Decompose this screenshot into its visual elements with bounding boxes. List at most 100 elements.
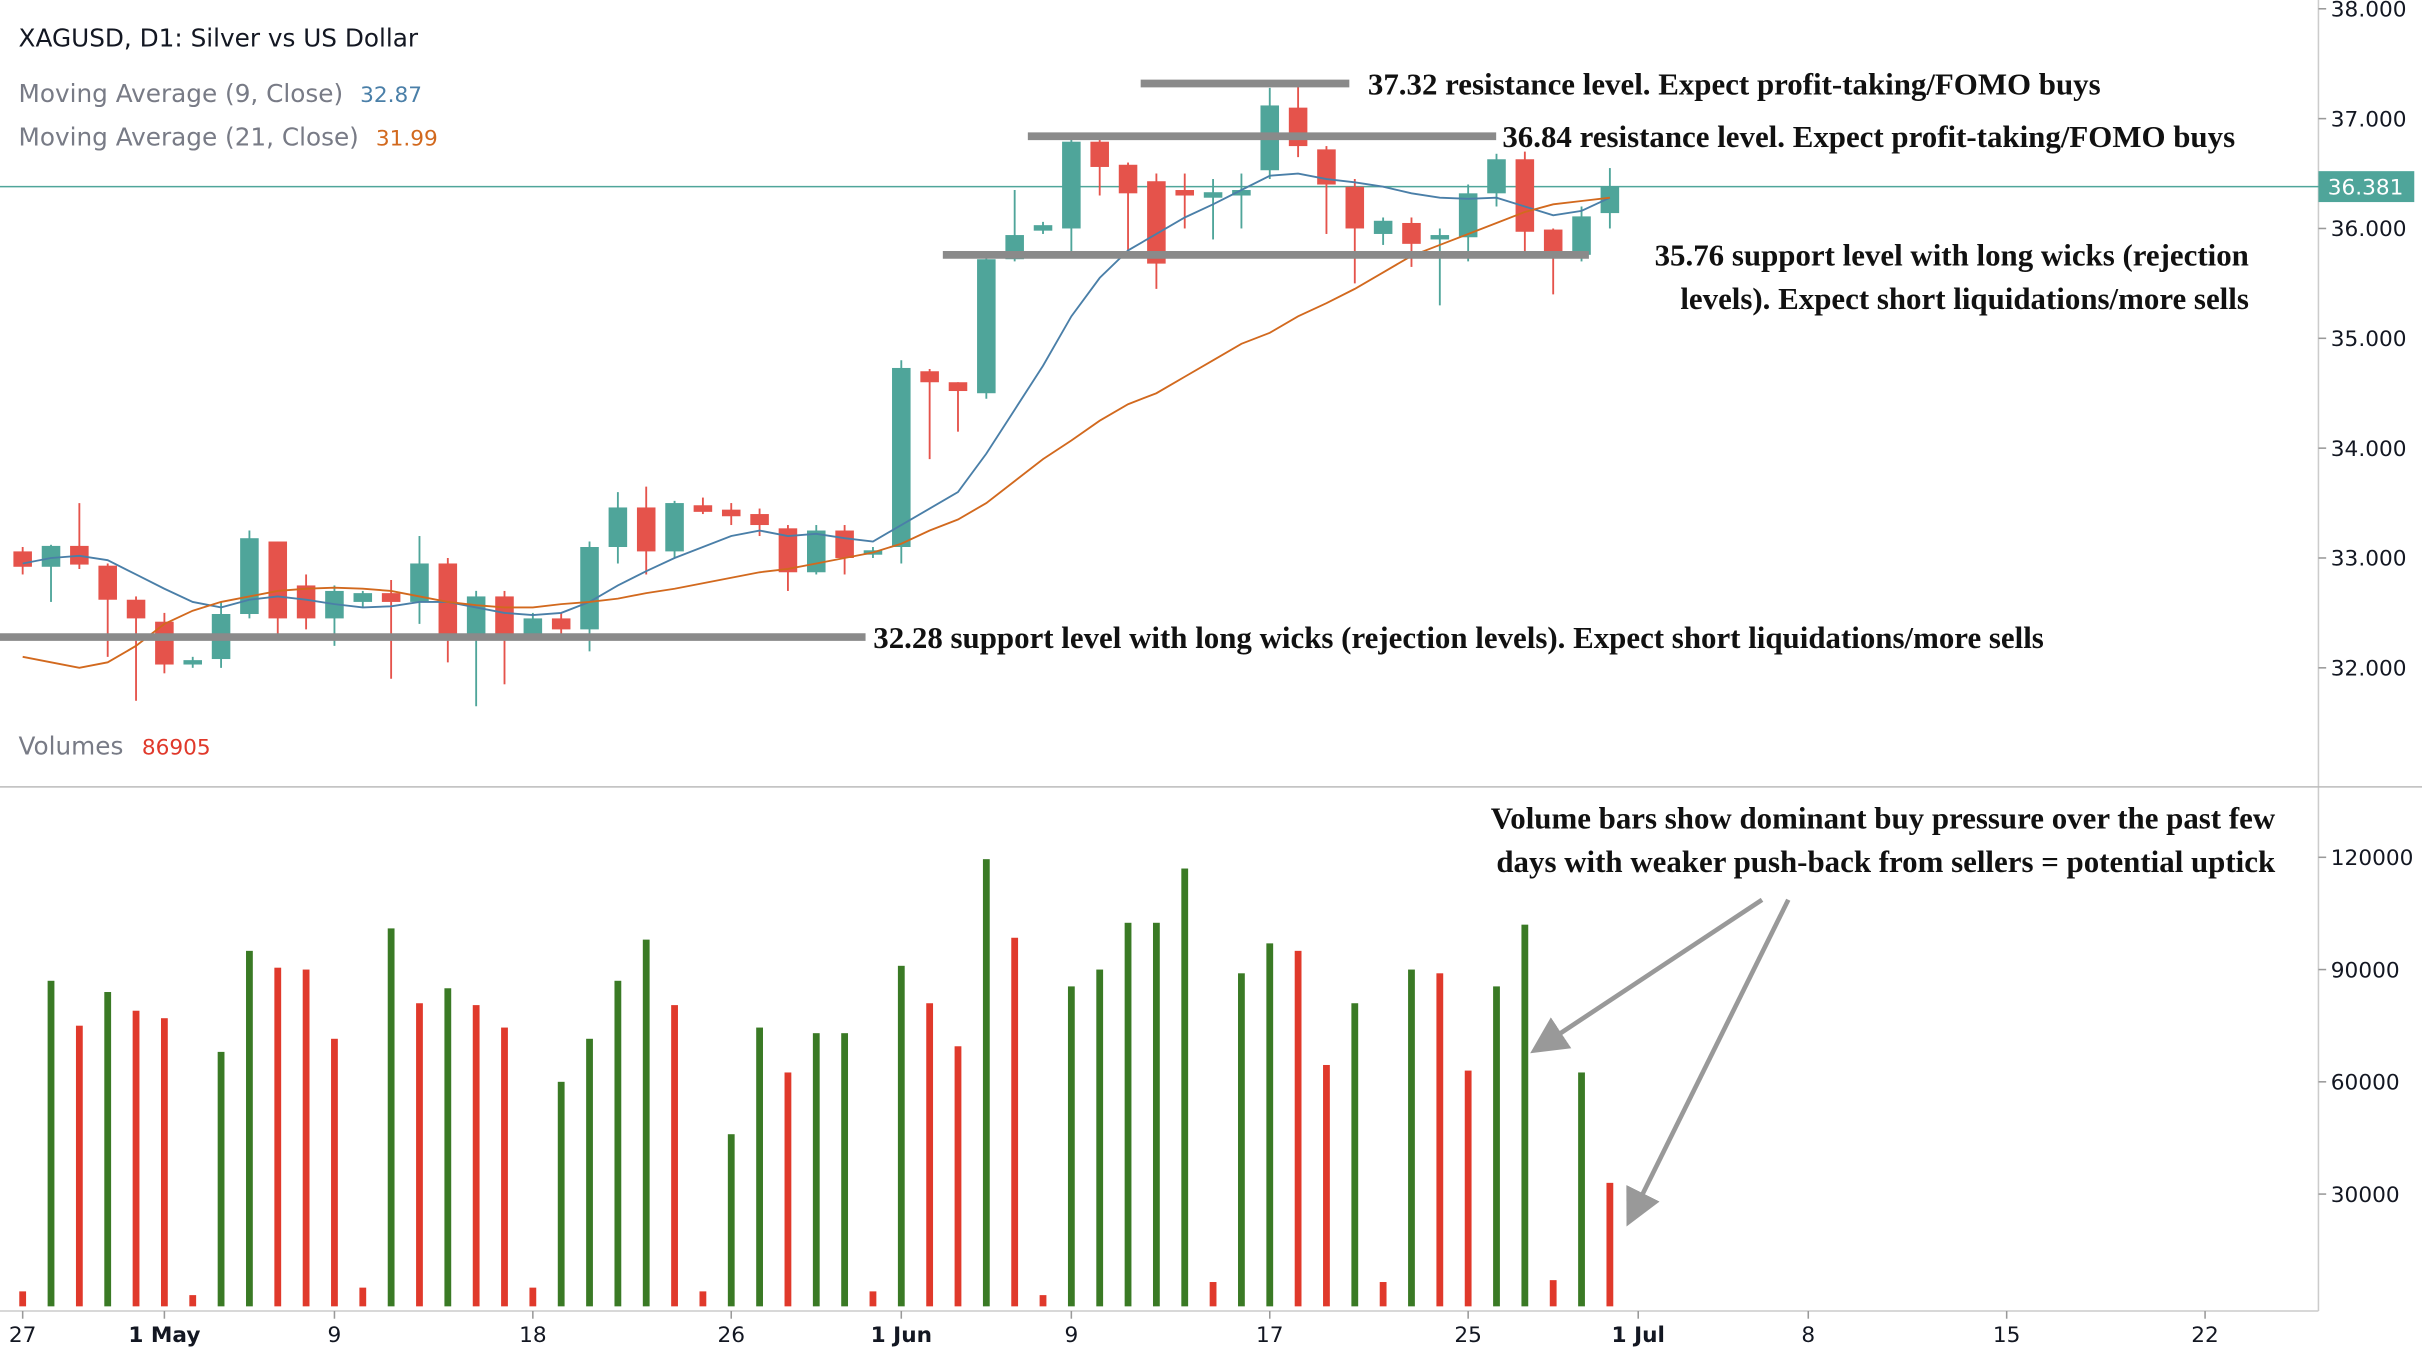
volume-bar: [1294, 950, 1302, 1307]
candle-body: [693, 505, 713, 512]
legend-label: Moving Average (21, Close): [19, 122, 359, 151]
candle-body: [466, 596, 486, 638]
volume-bar: [472, 1005, 480, 1307]
volume-bar: [1209, 1282, 1217, 1307]
candle-body: [1487, 159, 1506, 194]
volume-bar: [614, 980, 622, 1307]
x-tick-label: 1 May: [128, 1323, 200, 1348]
volume-bar: [1266, 943, 1274, 1307]
volume-bar: [727, 1134, 735, 1307]
candle-body: [41, 545, 61, 567]
x-tick-label: 1 Jul: [1611, 1323, 1664, 1348]
volume-bar: [132, 1010, 140, 1307]
x-tick-label: 22: [2191, 1323, 2219, 1348]
candle-body: [1317, 149, 1336, 185]
x-tick-label: 15: [1993, 1323, 2021, 1348]
candle-body: [1232, 190, 1251, 196]
x-tick-label: 9: [1064, 1323, 1078, 1348]
x-tick-label: 18: [519, 1323, 547, 1348]
candle-body: [1373, 220, 1393, 234]
volume-bar: [444, 988, 452, 1307]
candle-body: [126, 599, 146, 619]
candle-body: [240, 538, 259, 615]
volume-tick-label: 60000: [2331, 1071, 2400, 1096]
candle-body: [410, 563, 429, 602]
candle-body: [98, 565, 117, 600]
volume-bar: [217, 1051, 225, 1307]
volume-bar: [1039, 1295, 1047, 1307]
volume-bar: [897, 965, 905, 1307]
volume-bar: [1323, 1064, 1330, 1307]
candle-body: [835, 530, 854, 558]
volume-bar: [1379, 1282, 1387, 1307]
moving-average-line: [22, 196, 1610, 669]
x-tick-label: 1 Jun: [871, 1323, 932, 1348]
candle-body: [296, 585, 316, 619]
volume-bar: [1493, 986, 1500, 1307]
volume-bar: [1549, 1280, 1557, 1307]
candle-body: [1175, 190, 1195, 196]
volume-bar: [302, 969, 310, 1307]
candle-body: [438, 563, 458, 638]
volume-bar: [1408, 969, 1415, 1307]
y-tick-label: 36.000: [2331, 217, 2407, 242]
moving-average-line: [22, 172, 1611, 617]
volume-bar: [841, 1033, 849, 1307]
candle-body: [353, 593, 373, 602]
volume-bar: [671, 1005, 678, 1307]
volume-legend-value: 86905: [142, 735, 211, 760]
candle-body: [495, 596, 514, 638]
y-tick-label: 37.000: [2331, 107, 2407, 132]
x-tick-label: 26: [717, 1323, 745, 1348]
volume-bar: [1436, 973, 1444, 1307]
candle-body: [806, 530, 826, 573]
volume-bar: [1152, 922, 1160, 1307]
volume-bar: [1578, 1072, 1585, 1307]
volume-bar: [529, 1287, 537, 1307]
volume-annotation: days with weaker push-back from sellers …: [1496, 844, 2276, 879]
volume-bar: [642, 939, 650, 1307]
arrow: [1626, 898, 1791, 1227]
volume-bar: [501, 1027, 508, 1307]
volume-bar: [416, 1003, 423, 1307]
volume-bar: [160, 1018, 168, 1307]
candle-body: [155, 621, 174, 665]
candle-body: [1600, 186, 1620, 214]
volume-bar: [246, 950, 253, 1307]
volume-bar: [47, 980, 55, 1307]
volume-bar: [19, 1291, 27, 1307]
candle-body: [183, 660, 203, 665]
candle-body: [636, 507, 656, 552]
x-tick-label: 25: [1454, 1323, 1482, 1348]
candle-body: [948, 382, 968, 392]
volume-tick-label: 30000: [2331, 1183, 2400, 1208]
volume-bar: [982, 859, 990, 1307]
candle-body: [608, 507, 628, 548]
volume-bar: [756, 1027, 763, 1307]
y-tick-label: 38.000: [2331, 0, 2407, 23]
volume-bar: [104, 992, 112, 1307]
x-tick-label: 8: [1801, 1323, 1815, 1348]
volume-bar: [189, 1295, 197, 1307]
candle-body: [1033, 225, 1053, 231]
volume-bar: [387, 928, 395, 1307]
legend-label: Moving Average (9, Close): [19, 79, 344, 108]
legend-value: 31.99: [376, 126, 438, 151]
candle-body: [977, 259, 996, 394]
volume-bar: [784, 1072, 792, 1307]
level-label: 35.76 support level with long wicks (rej…: [1655, 238, 2249, 273]
x-tick-label: 9: [328, 1323, 342, 1348]
candle-body: [551, 618, 571, 630]
level-label: 36.84 resistance level. Expect profit-ta…: [1502, 119, 2235, 154]
volume-bar: [954, 1046, 962, 1307]
volume-bar: [586, 1038, 593, 1307]
candle-body: [1147, 181, 1166, 264]
volume-bar: [699, 1291, 707, 1307]
candle-body: [381, 593, 401, 602]
x-tick-label: 17: [1256, 1323, 1284, 1348]
y-tick-label: 33.000: [2331, 547, 2407, 572]
volume-bar: [1238, 973, 1245, 1307]
volume-bar: [926, 1003, 934, 1307]
candle-body: [268, 541, 288, 619]
